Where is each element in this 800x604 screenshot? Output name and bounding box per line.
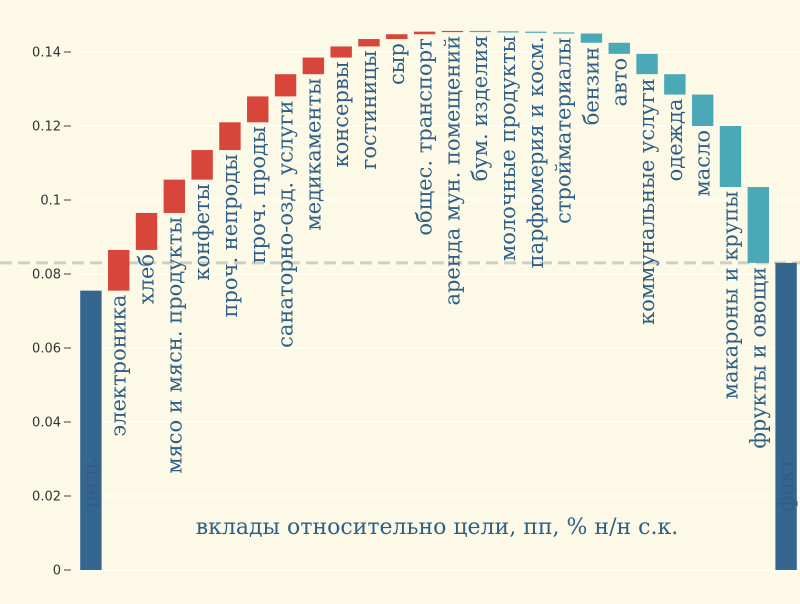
bar-label: стройматериалы [552, 38, 576, 224]
bar-label: хлеб [135, 254, 159, 304]
y-tick-label: 0.14 [32, 46, 61, 61]
bar-label: цель [79, 458, 103, 509]
bar-label: проч. непроды [218, 154, 242, 317]
bar-17 [525, 31, 547, 33]
bar-21 [636, 53, 658, 75]
bar-8 [274, 74, 297, 97]
bar-label: фрукты и овощи [746, 267, 770, 449]
bar-label: мясо и мясн. продукты [162, 217, 186, 474]
bar-20 [608, 42, 630, 54]
bar-6 [219, 122, 241, 151]
bar-label: парфюмерия и косм. [524, 36, 548, 268]
bar-label: бензин [579, 47, 603, 126]
bar-26 [775, 262, 797, 570]
bar-label: аренда мун. помещений [440, 36, 464, 306]
bar-3 [135, 212, 158, 250]
bar-11 [358, 39, 380, 47]
y-tick-label: 0.08 [32, 268, 61, 283]
bar-label: факт [774, 458, 798, 512]
bar-15 [469, 30, 491, 33]
bar-label: коммунальные услуги [635, 78, 659, 325]
bar-label: масло [691, 130, 715, 197]
bar-23 [691, 94, 714, 126]
bar-5 [191, 150, 213, 180]
bar-label: макароны и крупы [718, 191, 742, 399]
bar-label: конфеты [190, 184, 214, 281]
bar-label: санаторно-озд. услуги [274, 100, 298, 347]
chart-annotation: вклады относительно цели, пп, % н/н с.к. [196, 515, 678, 540]
bar-label: общес. транспорт [413, 38, 437, 235]
bar-label: одежда [663, 99, 687, 182]
bar-label: сыр [385, 43, 409, 85]
bar-10 [330, 46, 352, 58]
bar-4 [163, 179, 186, 213]
bar-13 [413, 31, 436, 35]
bar-label: проч. проды [246, 126, 270, 263]
bar-16 [497, 31, 519, 33]
bar-7 [247, 96, 269, 123]
bar-label: бум. изделия [468, 35, 492, 181]
y-tick-label: 0.1 [40, 194, 61, 209]
bar-label: электроника [107, 295, 131, 437]
y-axis: 0 0.02 0.04 0.06 0.08 0.1 0.12 0.14 [32, 46, 71, 579]
y-tick-label: 0.12 [32, 120, 61, 135]
bar-2 [108, 249, 130, 291]
bar-layer [80, 30, 797, 570]
y-tick-label: 0.04 [32, 416, 61, 431]
y-tick-label: 0 [53, 564, 61, 579]
bar-label: авто [607, 58, 631, 107]
bar-label: гостиницы [357, 50, 381, 169]
y-tick-label: 0.02 [32, 490, 61, 505]
bar-9 [302, 57, 325, 75]
bar-24 [719, 126, 742, 188]
bar-label: молочные продукты [496, 36, 520, 261]
bar-18 [552, 32, 575, 34]
grid-layer [77, 51, 800, 571]
y-tick-label: 0.06 [32, 342, 61, 357]
bar-22 [664, 74, 686, 95]
bar-19 [580, 33, 603, 43]
bar-25 [747, 187, 769, 263]
bar-14 [441, 30, 464, 33]
bar-label: консервы [329, 62, 353, 168]
bar-label: медикаменты [301, 78, 325, 230]
bar-12 [386, 34, 408, 40]
bar-1 [80, 290, 102, 570]
